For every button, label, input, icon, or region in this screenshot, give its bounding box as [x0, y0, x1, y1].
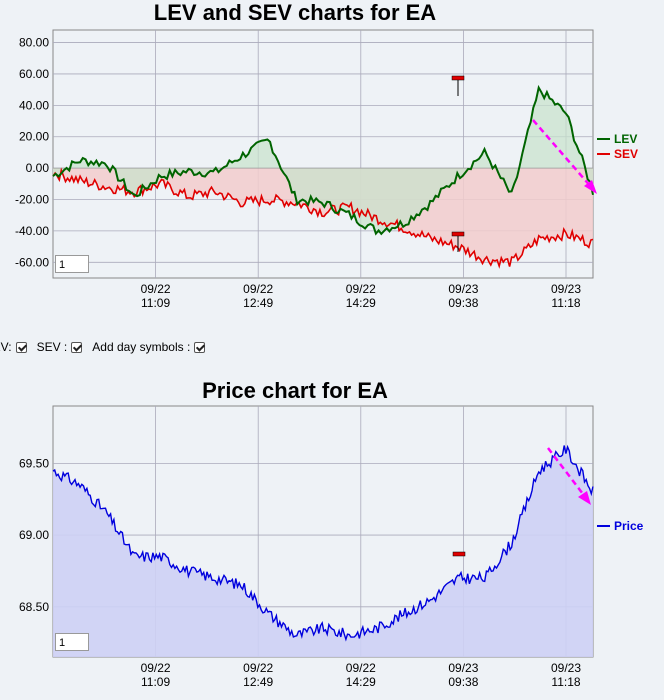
lev-toggle-label: LEV: [0, 340, 12, 354]
price-x-tick-date: 09/23 [448, 661, 478, 675]
lev-x-tick-time: 12:49 [243, 296, 273, 310]
lev-day-marker [451, 75, 465, 81]
sev-series-line [52, 167, 594, 269]
sev-toggle-label: SEV : [36, 340, 68, 354]
sev-day-marker [451, 231, 465, 237]
price-day-marker-symbol [452, 551, 466, 557]
lev-sev-chart: 80.00 60.00 40.00 20.00 0.00 -20.00 -40.00 -60.… [15, 29, 638, 310]
lev-legend: LEV SEV [597, 132, 638, 161]
price-x-tick-time: 11:18 [551, 675, 580, 689]
lev-x-tick-date: 09/23 [448, 282, 478, 296]
price-y-axis: 69.50 69.00 68.50 [19, 456, 49, 613]
sev-checkbox[interactable] [71, 341, 83, 353]
lev-y-tick-label: 0.00 [26, 161, 50, 175]
price-x-tick-time: 09:38 [448, 675, 478, 689]
lev-y-axis: 80.00 60.00 40.00 20.00 0.00 -20.00 -40.00 -60.… [15, 36, 49, 270]
price-x-axis: 09/2211:0909/2212:4909/2214:2909/2309:38… [141, 661, 582, 689]
lev-lines [52, 84, 594, 269]
lev-y-tick-label: -40.00 [15, 224, 49, 238]
lev-y-tick-label: 40.00 [19, 98, 49, 112]
day-symbols-checkbox[interactable] [194, 341, 206, 353]
lev-x-axis: 09/2211:0909/2212:4909/2214:2909/2309:38… [141, 282, 582, 310]
lev-checkbox[interactable] [15, 341, 27, 353]
price-day-marker [452, 551, 466, 557]
price-area [53, 445, 593, 657]
lev-chart-title: LEV and SEV charts for EA [153, 0, 437, 25]
price-y-tick-label: 69.50 [19, 456, 49, 470]
lev-x-tick-date: 09/23 [551, 282, 581, 296]
price-x-tick-time: 14:29 [346, 675, 376, 689]
price-y-tick-label: 68.50 [19, 600, 49, 614]
price-trend-arrow-line [547, 447, 587, 499]
lev-y-tick-label: 60.00 [19, 67, 49, 81]
price-series-line [52, 444, 594, 642]
lev-x-tick-time: 11:18 [551, 296, 580, 310]
lev-x-tick-time: 09:38 [448, 296, 478, 310]
price-legend-label: Price [614, 519, 644, 533]
price-trend-arrow [547, 447, 591, 505]
price-zoom-input[interactable]: 1 [55, 633, 89, 651]
lev-x-tick-date: 09/22 [346, 282, 376, 296]
lev-trend-arrow-head [584, 180, 597, 194]
price-x-tick-time: 12:49 [243, 675, 273, 689]
lev-x-tick-date: 09/22 [141, 282, 171, 296]
price-line [52, 444, 594, 642]
lev-y-tick-label: -60.00 [15, 255, 49, 269]
price-x-tick-date: 09/22 [243, 661, 273, 675]
day-symbols-label: Add day symbols : [92, 340, 191, 354]
price-trend-arrow-head [578, 491, 591, 505]
lev-x-tick-time: 11:09 [141, 296, 170, 310]
lev-x-tick-date: 09/22 [243, 282, 273, 296]
lev-legend-label: LEV [614, 132, 637, 146]
lev-x-tick-time: 14:29 [346, 296, 376, 310]
price-x-tick-date: 09/22 [346, 661, 376, 675]
price-x-tick-date: 09/23 [551, 661, 581, 675]
price-chart-title: Price chart for EA [202, 378, 388, 403]
lev-trend-arrow-line [532, 119, 593, 189]
price-x-tick-time: 11:09 [141, 675, 170, 689]
lev-y-tick-label: -20.00 [15, 193, 49, 207]
price-y-tick-label: 69.00 [19, 528, 49, 542]
lev-series-line [52, 84, 594, 236]
price-fill [53, 445, 593, 657]
lev-trend-arrow [532, 119, 597, 194]
lev-y-tick-label: 20.00 [19, 130, 49, 144]
price-legend: Price [597, 519, 644, 533]
price-x-tick-date: 09/22 [141, 661, 171, 675]
lev-y-tick-label: 80.00 [19, 36, 49, 50]
lev-zoom-input[interactable]: 1 [55, 255, 89, 273]
chart-controls: LEV: SEV : Add day symbols : [0, 340, 211, 354]
sev-legend-label: SEV [614, 147, 638, 161]
lev-day-markers [451, 75, 465, 252]
